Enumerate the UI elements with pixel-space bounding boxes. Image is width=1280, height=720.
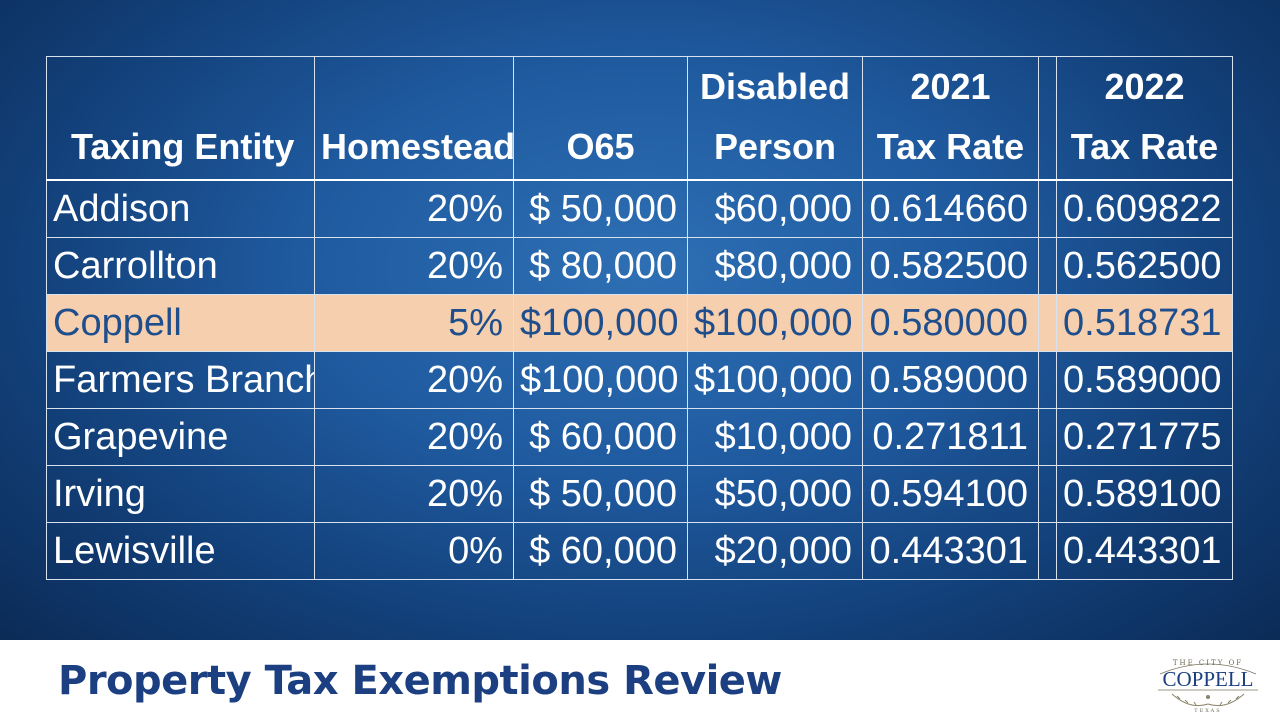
table-row-lewisville: Lewisville 0% $ 60,000 $20,000 0.443301 …	[46, 522, 1233, 580]
cell-rate-2022: 0.443301	[1056, 522, 1233, 580]
cell-homestead: 20%	[314, 237, 514, 295]
cell-disabled: $10,000	[687, 408, 863, 466]
cell-disabled: $50,000	[687, 465, 863, 523]
slide-title: Property Tax Exemptions Review	[58, 658, 782, 704]
cell-entity: Irving	[46, 465, 315, 523]
cell-rate-2022: 0.609822	[1056, 179, 1233, 238]
cell-rate-2022: 0.271775	[1056, 408, 1233, 466]
cell-rate-2022: 0.562500	[1056, 237, 1233, 295]
cell-rate-2021: 0.614660	[862, 179, 1039, 238]
cell-o65: $100,000	[513, 294, 688, 352]
cell-homestead: 0%	[314, 522, 514, 580]
cell-rate-2021: 0.443301	[862, 522, 1039, 580]
cell-rate-2021: 0.594100	[862, 465, 1039, 523]
cell-rate-2021: 0.271811	[862, 408, 1039, 466]
header-2021-tax-rate: 2021 Tax Rate	[862, 56, 1039, 181]
cell-o65: $ 50,000	[513, 179, 688, 238]
wreath-icon	[1171, 693, 1245, 707]
table-row-coppell-highlighted: Coppell 5% $100,000 $100,000 0.580000 0.…	[46, 294, 1233, 352]
cell-entity: Lewisville	[46, 522, 315, 580]
cell-rate-2021: 0.589000	[862, 351, 1039, 409]
cell-rate-2022: 0.589100	[1056, 465, 1233, 523]
cell-disabled: $80,000	[687, 237, 863, 295]
tax-exemption-table: Taxing Entity Homestead O65 Disabled Pers…	[46, 56, 1233, 580]
cell-spacer	[1038, 294, 1057, 352]
table-row-farmers-branch: Farmers Branch 20% $100,000 $100,000 0.5…	[46, 351, 1233, 409]
cell-entity: Farmers Branch	[46, 351, 315, 409]
cell-rate-2022: 0.589000	[1056, 351, 1233, 409]
cell-spacer	[1038, 179, 1057, 238]
logo-bottom-text: TEXAS	[1194, 708, 1221, 714]
cell-o65: $100,000	[513, 351, 688, 409]
table-row-irving: Irving 20% $ 50,000 $50,000 0.594100 0.5…	[46, 465, 1233, 523]
table-row-grapevine: Grapevine 20% $ 60,000 $10,000 0.271811 …	[46, 408, 1233, 466]
logo-name: COPPELL	[1162, 667, 1253, 691]
cell-spacer	[1038, 522, 1057, 580]
cell-spacer	[1038, 351, 1057, 409]
cell-entity: Addison	[46, 179, 315, 238]
cell-spacer	[1038, 408, 1057, 466]
cell-disabled: $60,000	[687, 179, 863, 238]
cell-disabled: $20,000	[687, 522, 863, 580]
header-2022-tax-rate: 2022 Tax Rate	[1056, 56, 1233, 181]
cell-homestead: 5%	[314, 294, 514, 352]
cell-homestead: 20%	[314, 465, 514, 523]
cell-rate-2021: 0.580000	[862, 294, 1039, 352]
table-header-row: Taxing Entity Homestead O65 Disabled Pers…	[46, 56, 1233, 181]
cell-entity: Carrollton	[46, 237, 315, 295]
header-taxing-entity: Taxing Entity	[46, 56, 315, 181]
city-of-coppell-logo: THE CITY OF COPPELL TEXAS	[1158, 659, 1258, 714]
header-spacer	[1038, 56, 1057, 181]
header-homestead: Homestead	[314, 56, 514, 181]
cell-o65: $ 80,000	[513, 237, 688, 295]
footer-bar: Property Tax Exemptions Review THE CITY …	[0, 640, 1280, 720]
header-disabled-person: Disabled Person	[687, 56, 863, 181]
cell-rate-2021: 0.582500	[862, 237, 1039, 295]
star-icon	[1206, 695, 1210, 699]
cell-homestead: 20%	[314, 179, 514, 238]
cell-rate-2022: 0.518731	[1056, 294, 1233, 352]
cell-entity: Grapevine	[46, 408, 315, 466]
cell-o65: $ 50,000	[513, 465, 688, 523]
logo-top-text: THE CITY OF	[1173, 659, 1243, 667]
cell-homestead: 20%	[314, 408, 514, 466]
cell-spacer	[1038, 465, 1057, 523]
cell-homestead: 20%	[314, 351, 514, 409]
cell-disabled: $100,000	[687, 294, 863, 352]
table-row-addison: Addison 20% $ 50,000 $60,000 0.614660 0.…	[46, 179, 1233, 238]
cell-spacer	[1038, 237, 1057, 295]
cell-disabled: $100,000	[687, 351, 863, 409]
header-o65: O65	[513, 56, 688, 181]
cell-o65: $ 60,000	[513, 522, 688, 580]
cell-entity: Coppell	[46, 294, 315, 352]
cell-o65: $ 60,000	[513, 408, 688, 466]
table-row-carrollton: Carrollton 20% $ 80,000 $80,000 0.582500…	[46, 237, 1233, 295]
